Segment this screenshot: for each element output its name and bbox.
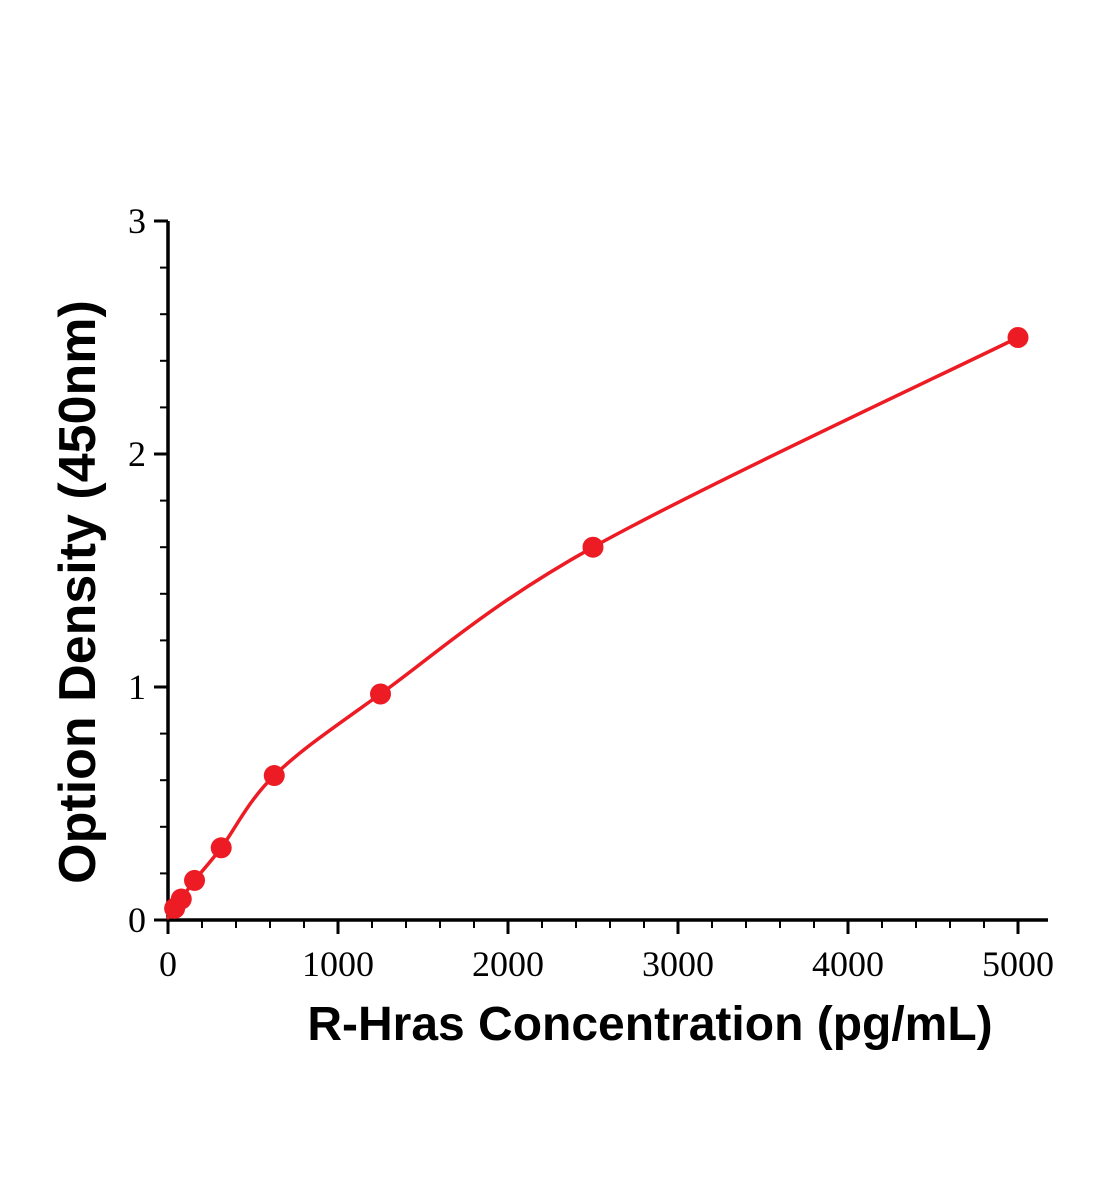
y-tick-label: 3 — [128, 201, 146, 241]
x-tick-label: 2000 — [472, 944, 544, 984]
y-tick-label: 1 — [128, 667, 146, 707]
data-point — [210, 837, 232, 859]
data-point — [263, 765, 285, 787]
data-point — [170, 888, 192, 910]
data-point — [184, 869, 206, 891]
x-tick-label: 4000 — [812, 944, 884, 984]
data-point — [1007, 327, 1029, 348]
data-point — [370, 683, 391, 705]
x-axis-title: R-Hras Concentration (pg/mL) — [307, 998, 992, 1051]
x-tick-label: 1000 — [302, 944, 374, 984]
y-axis-title: Option Density (450nm) — [49, 300, 107, 884]
x-tick-label: 3000 — [642, 944, 714, 984]
x-tick-label: 5000 — [982, 944, 1054, 984]
data-point — [582, 536, 604, 558]
fit-curve — [166, 335, 1020, 920]
y-tick-label: 0 — [128, 900, 146, 940]
y-tick-label: 2 — [128, 434, 146, 474]
x-tick-label: 0 — [159, 944, 177, 984]
